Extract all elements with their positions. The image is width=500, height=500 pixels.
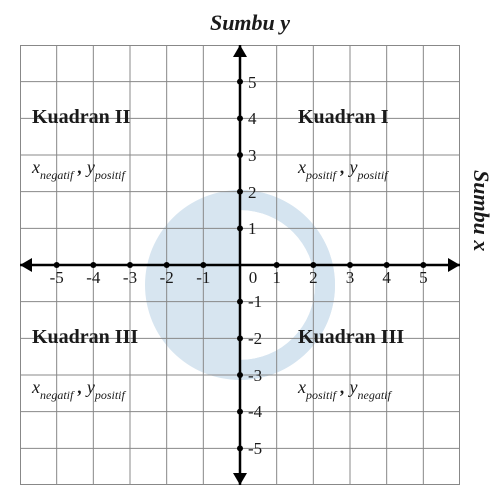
svg-text:1: 1 xyxy=(272,268,281,287)
x-axis-title: Sumbu x xyxy=(468,170,494,251)
svg-text:Kuadran II: Kuadran II xyxy=(32,106,131,128)
svg-text:2: 2 xyxy=(309,268,318,287)
svg-text:-3: -3 xyxy=(123,268,137,287)
svg-text:Kuadran III: Kuadran III xyxy=(32,326,138,348)
quadrant-1-label: Kuadran I xpositif , ypositif xyxy=(297,106,389,182)
svg-text:-3: -3 xyxy=(248,366,262,385)
y-axis-title: Sumbu y xyxy=(0,10,500,36)
quadrant-3-label: Kuadran III xnegatif , ypositif xyxy=(31,326,138,402)
svg-text:5: 5 xyxy=(419,268,428,287)
svg-text:5: 5 xyxy=(248,73,257,92)
coordinate-plane: -5 -4 -3 -2 -1 0 1 2 3 4 5 1 2 3 4 5 -1 … xyxy=(20,45,460,485)
svg-text:xpositif , ypositif: xpositif , ypositif xyxy=(297,157,389,182)
quadrant-2-label: Kuadran II xnegatif , ypositif xyxy=(31,106,131,182)
svg-text:xnegatif , ypositif: xnegatif , ypositif xyxy=(31,157,127,182)
svg-text:-1: -1 xyxy=(248,292,262,311)
svg-text:-4: -4 xyxy=(86,268,101,287)
svg-text:-1: -1 xyxy=(196,268,210,287)
svg-text:-2: -2 xyxy=(160,268,174,287)
svg-text:3: 3 xyxy=(346,268,355,287)
svg-text:-2: -2 xyxy=(248,329,262,348)
svg-text:1: 1 xyxy=(248,219,257,238)
svg-text:4: 4 xyxy=(382,268,391,287)
svg-text:xpositif , ynegatif: xpositif , ynegatif xyxy=(297,377,393,402)
svg-text:4: 4 xyxy=(248,109,257,128)
svg-text:-5: -5 xyxy=(248,439,262,458)
svg-text:2: 2 xyxy=(248,183,257,202)
svg-text:0: 0 xyxy=(249,268,258,287)
svg-text:-4: -4 xyxy=(248,402,263,421)
svg-text:-5: -5 xyxy=(50,268,64,287)
svg-text:Kuadran III: Kuadran III xyxy=(298,326,404,348)
svg-text:Kuadran I: Kuadran I xyxy=(298,106,389,128)
svg-text:xnegatif , ypositif: xnegatif , ypositif xyxy=(31,377,127,402)
svg-text:3: 3 xyxy=(248,146,257,165)
